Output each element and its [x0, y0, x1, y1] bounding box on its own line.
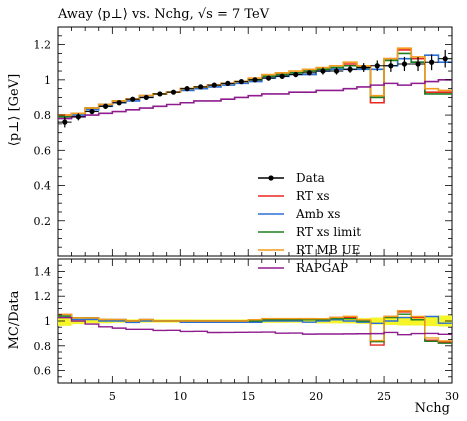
ratio-y-tick-label: 1 [44, 315, 51, 328]
legend: Data RT xs Amb xs RT xs limit RT MB UE RAPGAP [258, 171, 361, 275]
data-point [225, 80, 231, 86]
ratio-line-rt-mb-ue [58, 310, 452, 342]
legend-label-rapgap: RAPGAP [296, 261, 348, 275]
data-point [116, 100, 122, 106]
x-tick-label: 15 [241, 390, 255, 403]
data-point [238, 79, 245, 85]
y-tick-label: 1.2 [34, 39, 52, 52]
y-tick-label: 0.4 [34, 180, 52, 193]
data-point [89, 108, 95, 115]
legend-label-amb-xs: Amb xs [295, 207, 340, 221]
data-point [415, 61, 421, 67]
data-point [361, 64, 367, 71]
data-point [130, 96, 136, 102]
data-point [333, 68, 340, 74]
y-tick-label: 0.2 [34, 215, 52, 228]
data-point [401, 61, 408, 67]
data-point [211, 82, 217, 88]
ratio-line-rapgap [58, 317, 452, 336]
main-series-layer [58, 47, 452, 120]
x-axis-label: Nchg [415, 401, 450, 416]
y-tick-label: 0.8 [34, 109, 52, 122]
ratio-y-tick-label: 1.2 [34, 290, 52, 303]
ratio-y-axis-label: MC/Data [7, 290, 22, 349]
x-tick-label: 30 [445, 390, 459, 403]
legend-label-rt-mb-ue: RT MB UE [296, 243, 360, 257]
ratio-series-layer [58, 310, 452, 346]
data-point [388, 63, 394, 69]
x-tick-label: 20 [309, 390, 323, 403]
data-point [157, 91, 163, 97]
data-point [62, 119, 68, 125]
legend-marker-data [268, 175, 274, 181]
y-tick-label: 1 [44, 74, 51, 87]
legend-label-rt-xs-limit: RT xs limit [296, 225, 361, 239]
data-point [320, 68, 326, 74]
series-line-rt-xs-limit [58, 52, 452, 118]
x-tick-label: 10 [173, 390, 187, 403]
data-point [279, 73, 285, 79]
data-point [442, 56, 448, 62]
y-axis-label: ⟨p⊥⟩ [GeV] [7, 74, 22, 146]
data-points-layer [58, 49, 452, 128]
data-point [265, 75, 272, 81]
data-point [170, 89, 177, 95]
ratio-y-tick-label: 0.6 [34, 365, 52, 378]
x-tick-label: 5 [109, 390, 116, 403]
data-point [75, 114, 81, 120]
x-tick-label: 25 [377, 390, 391, 403]
legend-label-data: Data [296, 171, 325, 185]
series-line-rapgap [58, 79, 452, 120]
data-point [184, 86, 190, 92]
y-tick-label: 0.6 [34, 144, 52, 157]
data-point [102, 103, 109, 109]
data-point [143, 94, 149, 101]
legend-label-rt-xs: RT xs [296, 189, 330, 203]
ticks-layer: 5 10 15 20 25 30 0.2 0.4 0.6 0.8 1 1.2 0.6 0.8 1 1.2 1.4 [34, 26, 459, 403]
ratio-y-tick-label: 0.8 [34, 340, 52, 353]
data-point [347, 66, 353, 72]
ratio-y-tick-label: 1.4 [34, 265, 52, 278]
main-plot-frame [57, 26, 453, 257]
data-point [198, 84, 204, 90]
ratio-line-amb-xs [58, 315, 452, 324]
chart-title: Away ⟨p⊥⟩ vs. Nchg, √s = 7 TeV [57, 7, 270, 22]
data-point [252, 77, 258, 83]
data-point [374, 63, 380, 69]
data-point [429, 59, 435, 65]
data-point [306, 70, 312, 76]
data-point [293, 71, 299, 78]
